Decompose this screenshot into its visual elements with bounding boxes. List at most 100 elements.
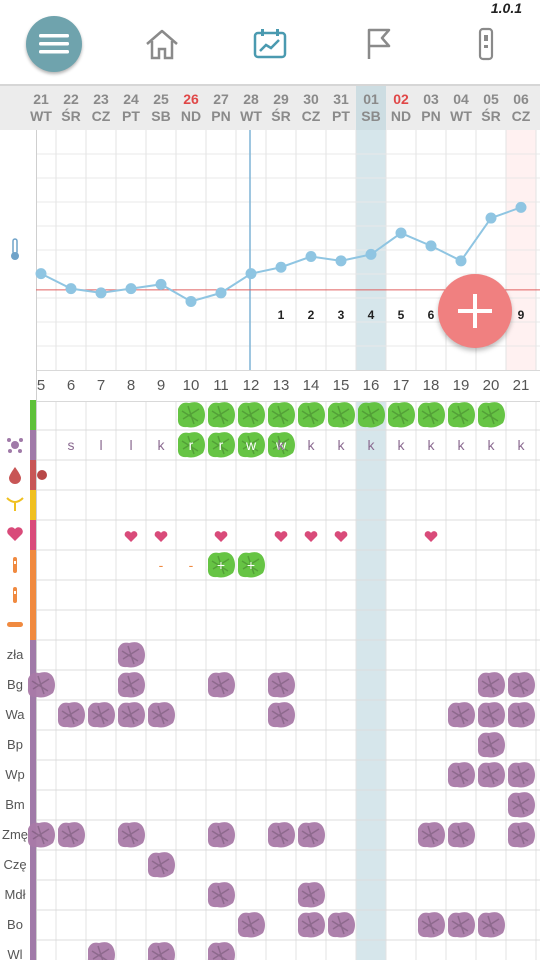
- fertile-day-marker[interactable]: [447, 402, 475, 428]
- fertile-day-marker[interactable]: [387, 402, 415, 428]
- date-column-header[interactable]: 22 ŚR: [56, 86, 86, 130]
- symptom-marker-bg[interactable]: [27, 672, 55, 698]
- fertile-day-marker[interactable]: [267, 402, 295, 428]
- temperature-point[interactable]: [215, 287, 227, 299]
- symptom-marker-wp[interactable]: [447, 762, 475, 788]
- symptom-marker-bg[interactable]: [267, 672, 295, 698]
- temperature-point[interactable]: [485, 212, 497, 224]
- symptom-marker-zme[interactable]: [117, 822, 145, 848]
- date-column-header[interactable]: 29 ŚR: [266, 86, 296, 130]
- symptom-marker-bo[interactable]: [327, 912, 355, 938]
- temperature-point[interactable]: [245, 268, 257, 280]
- symptom-marker-wa[interactable]: [57, 702, 85, 728]
- symptom-marker-wp[interactable]: [477, 762, 505, 788]
- temperature-point[interactable]: [65, 283, 77, 295]
- symptom-marker-zla[interactable]: [117, 642, 145, 668]
- symptom-marker-wl[interactable]: [207, 942, 235, 960]
- date-column-header[interactable]: 25 SB: [146, 86, 176, 130]
- symptom-marker-zme[interactable]: [267, 822, 295, 848]
- symptom-marker-zme[interactable]: [417, 822, 445, 848]
- symptom-marker-bo[interactable]: [417, 912, 445, 938]
- symptom-marker-wl[interactable]: [87, 942, 115, 960]
- date-column-header[interactable]: 06 CZ: [506, 86, 536, 130]
- symptom-marker-bo[interactable]: [477, 912, 505, 938]
- date-column-header[interactable]: 23 CZ: [86, 86, 116, 130]
- temperature-point[interactable]: [35, 268, 47, 280]
- date-column-header[interactable]: 26 ND: [176, 86, 206, 130]
- temperature-point[interactable]: [425, 240, 437, 252]
- symptom-marker-mdl[interactable]: [207, 882, 235, 908]
- temperature-point[interactable]: [455, 255, 467, 267]
- temperature-point[interactable]: [95, 287, 107, 299]
- heart-icon[interactable]: [124, 531, 138, 542]
- symptom-marker-wa[interactable]: [507, 702, 535, 728]
- fertile-day-marker[interactable]: [237, 402, 265, 428]
- symptom-marker-wa[interactable]: [447, 702, 475, 728]
- mucus-peak-marker[interactable]: [207, 432, 235, 458]
- symptom-marker-zme[interactable]: [507, 822, 535, 848]
- symptom-marker-bm[interactable]: [507, 792, 535, 818]
- temperature-point[interactable]: [395, 227, 407, 239]
- symptom-marker-bg[interactable]: [207, 672, 235, 698]
- temperature-point[interactable]: [305, 251, 317, 263]
- device-button[interactable]: [456, 14, 516, 74]
- menu-button[interactable]: [26, 16, 82, 72]
- temperature-point[interactable]: [155, 278, 167, 290]
- mucus-peak-marker[interactable]: [237, 432, 265, 458]
- symptom-marker-mdl[interactable]: [297, 882, 325, 908]
- add-entry-button[interactable]: [438, 274, 512, 348]
- date-column-header[interactable]: 03 PN: [416, 86, 446, 130]
- symptom-marker-cze[interactable]: [147, 852, 175, 878]
- temperature-point[interactable]: [515, 201, 527, 213]
- temperature-point[interactable]: [125, 283, 137, 295]
- fertile-day-marker[interactable]: [327, 402, 355, 428]
- symptom-marker-bg[interactable]: [507, 672, 535, 698]
- date-column-header[interactable]: 28 WT: [236, 86, 266, 130]
- temperature-point[interactable]: [365, 248, 377, 260]
- symptom-marker-wa[interactable]: [477, 702, 505, 728]
- symptom-marker-wa[interactable]: [267, 702, 295, 728]
- temperature-point[interactable]: [335, 255, 347, 267]
- symptom-marker-wa[interactable]: [117, 702, 145, 728]
- symptom-marker-zme[interactable]: [57, 822, 85, 848]
- date-column-header[interactable]: 05 ŚR: [476, 86, 506, 130]
- fertile-day-marker[interactable]: [297, 402, 325, 428]
- temperature-point[interactable]: [185, 295, 197, 307]
- heart-icon[interactable]: [334, 531, 348, 542]
- symptom-marker-wa[interactable]: [87, 702, 115, 728]
- fertile-day-marker[interactable]: [357, 402, 385, 428]
- symptom-marker-bo[interactable]: [297, 912, 325, 938]
- temperature-point[interactable]: [275, 261, 287, 273]
- heart-icon[interactable]: [424, 531, 438, 542]
- symptom-marker-zme[interactable]: [447, 822, 475, 848]
- date-column-header[interactable]: 02 ND: [386, 86, 416, 130]
- fertile-day-marker[interactable]: [477, 402, 505, 428]
- flag-button[interactable]: [348, 14, 408, 74]
- heart-icon[interactable]: [274, 531, 288, 542]
- symptom-marker-bo[interactable]: [447, 912, 475, 938]
- fertile-day-marker[interactable]: [177, 402, 205, 428]
- date-column-header[interactable]: 27 PN: [206, 86, 236, 130]
- bleeding-dot[interactable]: [37, 470, 47, 480]
- symptom-marker-wp[interactable]: [507, 762, 535, 788]
- symptom-marker-zme[interactable]: [297, 822, 325, 848]
- heart-icon[interactable]: [304, 531, 318, 542]
- date-column-header[interactable]: 31 PT: [326, 86, 356, 130]
- fertile-day-marker[interactable]: [207, 402, 235, 428]
- heart-icon[interactable]: [214, 531, 228, 542]
- mucus-peak-marker[interactable]: [177, 432, 205, 458]
- symptom-marker-bp[interactable]: [477, 732, 505, 758]
- symptom-marker-bg[interactable]: [117, 672, 145, 698]
- home-button[interactable]: [132, 14, 192, 74]
- mucus-peak-marker[interactable]: [267, 432, 295, 458]
- date-column-header[interactable]: 01 SB: [356, 86, 386, 130]
- test-positive-marker[interactable]: [207, 552, 235, 578]
- symptom-marker-bo[interactable]: [237, 912, 265, 938]
- date-column-header[interactable]: 21 WT: [26, 86, 56, 130]
- date-column-header[interactable]: 30 CZ: [296, 86, 326, 130]
- fertile-day-marker[interactable]: [417, 402, 445, 428]
- heart-icon[interactable]: [154, 531, 168, 542]
- chart-tab-button[interactable]: [240, 14, 300, 74]
- symptom-marker-wa[interactable]: [147, 702, 175, 728]
